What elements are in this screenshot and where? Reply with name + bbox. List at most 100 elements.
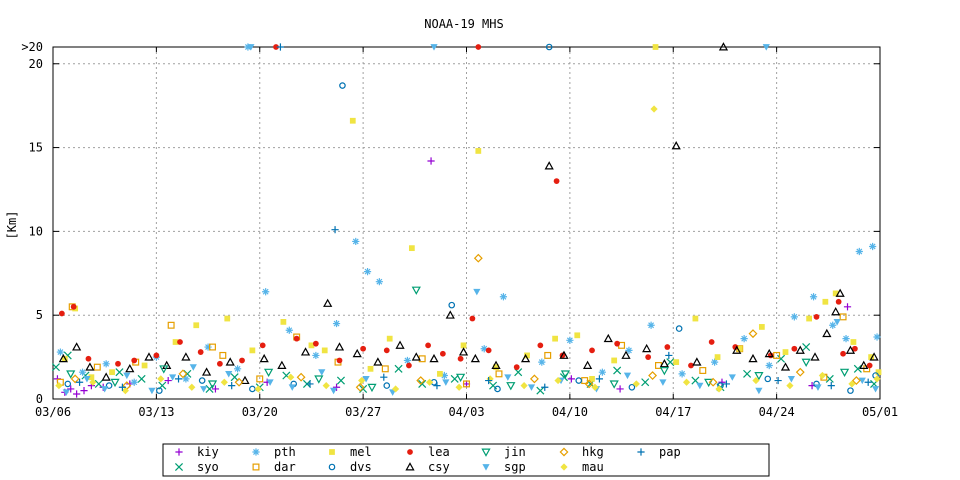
axes	[52, 46, 881, 400]
data-point-lea	[115, 360, 121, 367]
data-point-mau	[392, 385, 400, 393]
data-point-syo	[418, 379, 427, 388]
data-point-csy	[58, 353, 68, 363]
data-point-syo	[115, 368, 124, 377]
data-point-syo	[336, 376, 345, 385]
x-tick-label: 04/10	[552, 405, 588, 419]
data-point-pap	[827, 381, 835, 390]
data-point-jin	[560, 370, 571, 379]
data-point-sgp	[787, 376, 795, 383]
data-point-sgp	[189, 364, 197, 371]
data-point-jin	[801, 358, 811, 367]
data-point-csy	[395, 340, 405, 349]
data-point-dar	[418, 355, 426, 363]
data-point-mau	[455, 383, 463, 391]
data-point-mel	[280, 319, 287, 325]
data-point-jin	[207, 380, 218, 389]
data-point-pth	[233, 365, 242, 373]
data-point-csy	[429, 353, 439, 363]
data-point-lea	[791, 345, 798, 352]
data-point-syo	[137, 374, 146, 383]
data-point-pth	[332, 319, 341, 328]
data-point-mau	[848, 380, 856, 388]
data-point-lea	[813, 313, 820, 320]
legend-label-pth: pth	[274, 445, 296, 459]
data-point-pth	[285, 326, 293, 334]
data-point-sgp	[430, 44, 438, 51]
data-point-sgp	[814, 384, 822, 391]
data-point-mau	[554, 376, 562, 385]
data-point-csy	[659, 358, 670, 368]
data-point-mau	[632, 380, 640, 388]
data-point-pth	[711, 358, 719, 366]
data-point-mel	[141, 362, 148, 369]
data-point-jin	[110, 378, 120, 388]
data-point-syo	[394, 364, 403, 373]
data-point-mau	[287, 373, 295, 381]
data-point-mel	[524, 352, 530, 359]
legend-label-mel: mel	[350, 445, 372, 459]
data-point-mau	[752, 376, 760, 385]
data-point-syo	[536, 386, 545, 395]
data-point-hkg	[708, 377, 718, 387]
data-point-pth	[873, 333, 881, 341]
data-point-lea	[688, 362, 694, 369]
data-point-hkg	[296, 372, 306, 382]
data-point-pap	[118, 383, 127, 391]
data-point-mel	[736, 345, 743, 352]
data-point-csy	[764, 348, 774, 358]
data-point-sgp	[659, 379, 667, 386]
data-point-pth	[625, 346, 633, 354]
data-point-dar	[93, 363, 101, 371]
data-point-sgp	[362, 376, 370, 383]
data-point-dvs	[494, 385, 501, 393]
data-point-lea	[553, 178, 560, 184]
data-point-syo	[825, 374, 834, 383]
legend-label-lea: lea	[428, 445, 450, 459]
legend-label-hkg: hkg	[582, 445, 604, 459]
data-point-jin	[754, 372, 764, 381]
data-point-jin	[66, 370, 76, 379]
data-point-lea	[485, 347, 492, 354]
data-point-pth	[130, 378, 138, 386]
data-point-csy	[300, 347, 311, 356]
data-point-kiy	[67, 385, 75, 393]
data-point-pap	[228, 381, 236, 390]
y-tick-label: >20	[21, 40, 43, 54]
data-point-lea	[866, 362, 873, 369]
legend-label-jin: jin	[504, 445, 526, 459]
x-tick-label: 03/27	[345, 405, 381, 419]
data-point-mau	[254, 385, 262, 393]
legend-marker-mau	[560, 463, 568, 471]
data-point-syo	[450, 374, 459, 383]
data-point-lea	[840, 350, 846, 357]
data-point-csy	[748, 353, 758, 363]
data-point-pth	[598, 368, 606, 376]
data-point-pth	[102, 360, 110, 368]
data-point-mau	[715, 385, 723, 393]
data-point-csy	[780, 362, 791, 371]
data-point-pth	[499, 293, 508, 301]
data-point-dvs	[249, 385, 256, 393]
data-point-csy	[101, 372, 111, 381]
data-point-mel	[875, 369, 882, 376]
data-point-sgp	[83, 376, 91, 383]
data-point-mel	[652, 44, 659, 50]
data-point-pth	[855, 247, 863, 256]
data-point-mau	[121, 387, 129, 395]
data-point-lea	[153, 352, 160, 359]
data-point-sgp	[833, 319, 841, 326]
data-point-lea	[336, 357, 343, 364]
data-point-pap	[174, 375, 183, 383]
data-point-syo	[489, 381, 498, 390]
data-point-sgp	[473, 288, 481, 296]
data-point-csy	[470, 353, 480, 363]
data-point-csy	[225, 357, 235, 366]
data-point-sgp	[200, 386, 208, 393]
data-point-dvs	[383, 382, 391, 389]
data-point-csy	[85, 362, 95, 371]
data-point-mel	[758, 324, 765, 330]
legend-marker-kiy	[175, 448, 183, 456]
data-point-sgp	[696, 382, 704, 390]
data-point-pap	[722, 380, 731, 388]
